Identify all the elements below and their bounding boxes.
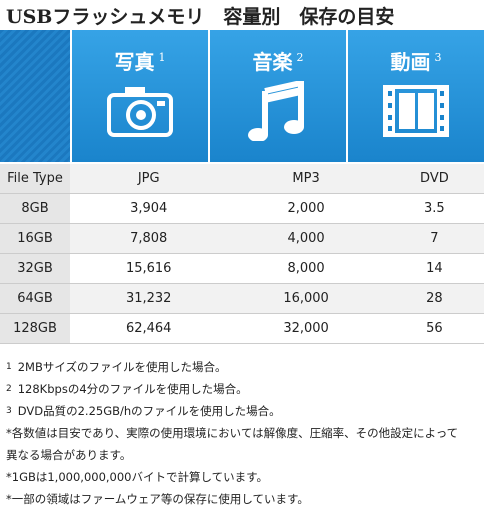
table-row: 64GB 31,232 16,000 28 xyxy=(0,283,484,314)
table-row: File Type JPG MP3 DVD xyxy=(0,164,484,194)
row-header: 8GB xyxy=(0,193,70,224)
header-label: 音楽 2 xyxy=(210,46,346,75)
note-marker: 2 xyxy=(6,384,12,394)
cell: 31,232 xyxy=(70,283,228,314)
note-marker: 3 xyxy=(6,406,12,416)
cell: 4,000 xyxy=(227,223,385,254)
header-icon xyxy=(248,79,304,142)
cell: 3,904 xyxy=(70,193,228,224)
cell: 14 xyxy=(384,253,484,284)
cell: 7 xyxy=(384,223,484,254)
cell: DVD xyxy=(384,164,484,194)
remark: *一部の領域はファームウェア等の保存に使用しています。 xyxy=(6,492,309,506)
header-label: 写真 1 xyxy=(72,46,208,75)
cell: 28 xyxy=(384,283,484,314)
column-label: 写真 xyxy=(114,50,155,74)
row-header: 16GB xyxy=(0,223,70,254)
column-label: 動画 xyxy=(390,50,431,74)
cell: 7,808 xyxy=(70,223,228,254)
note-text: 128Kbpsの4分のファイルを使用した場合。 xyxy=(17,382,248,396)
row-header: 32GB xyxy=(0,253,70,284)
header-icon xyxy=(107,87,173,137)
note-marker: 1 xyxy=(6,362,12,372)
row-header: File Type xyxy=(0,164,70,194)
note-text: DVD品質の2.25GB/hのファイルを使用した場合。 xyxy=(17,404,281,418)
column-label: 音楽 xyxy=(252,50,293,74)
cell: 15,616 xyxy=(70,253,228,284)
header-band: 写真 1 音楽 2 動画 3 xyxy=(0,30,484,162)
note-marker: 2 xyxy=(296,51,304,65)
note: 1 2MBサイズのファイルを使用した場合。 xyxy=(6,356,458,378)
header-column: 音楽 2 xyxy=(208,30,346,162)
header-column: 動画 3 xyxy=(346,30,484,162)
row-header: 128GB xyxy=(0,313,70,344)
cell: 62,464 xyxy=(70,313,228,344)
table-row: 32GB 15,616 8,000 14 xyxy=(0,253,484,284)
header-column: 写真 1 xyxy=(70,30,208,162)
cell: JPG xyxy=(70,164,228,194)
cell: 8,000 xyxy=(227,253,385,284)
title: USBフラッシュメモリ 容量別 保存の目安 xyxy=(6,6,395,28)
note-marker: 1 xyxy=(158,51,166,65)
cell: 56 xyxy=(384,313,484,344)
header-icon xyxy=(383,85,449,137)
header-corner xyxy=(0,30,70,162)
cell: 32,000 xyxy=(227,313,385,344)
table-row: 16GB 7,808 4,000 7 xyxy=(0,223,484,254)
table-row: 128GB 62,464 32,000 56 xyxy=(0,313,484,344)
notes: 1 2MBサイズのファイルを使用した場合。 2 128Kbpsの4分のファイルを使用し… xyxy=(6,356,458,510)
note: 3 DVD品質の2.25GB/hのファイルを使用した場合。 xyxy=(6,400,458,422)
table: File Type JPG MP3 DVD 8GB 3,904 2,000 3.5 16GB 7,… xyxy=(0,164,484,344)
cell: MP3 xyxy=(227,164,385,194)
cell: 2,000 xyxy=(227,193,385,224)
remark: 異なる場合があります。 xyxy=(6,448,132,462)
remark: *各数値は目安であり、実際の使用環境においては解像度、圧縮率、その他設定によって xyxy=(6,426,459,440)
note-marker: 3 xyxy=(434,51,442,65)
remark: *1GBは1,000,000,000バイトで計算しています。 xyxy=(6,470,269,484)
note-text: 2MBサイズのファイルを使用した場合。 xyxy=(17,360,227,374)
header-label: 動画 3 xyxy=(348,46,484,75)
row-header: 64GB xyxy=(0,283,70,314)
note: 2 128Kbpsの4分のファイルを使用した場合。 xyxy=(6,378,458,400)
cell: 3.5 xyxy=(384,193,484,224)
table-row: 8GB 3,904 2,000 3.5 xyxy=(0,193,484,224)
cell: 16,000 xyxy=(227,283,385,314)
